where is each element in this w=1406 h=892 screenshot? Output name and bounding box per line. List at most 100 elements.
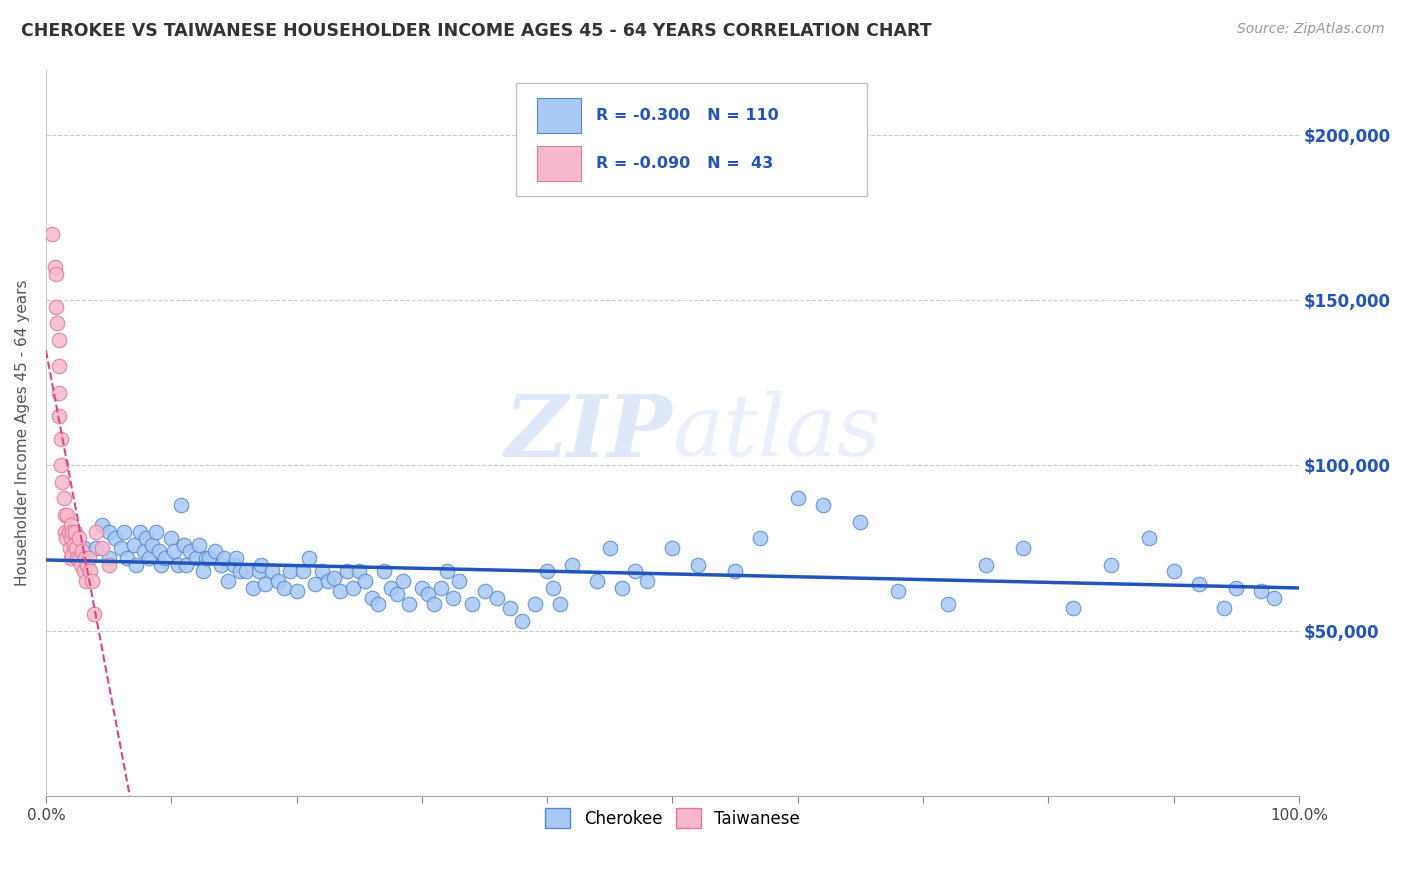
Point [212, 551, 235, 566]
Point [449, 574, 471, 588]
Point [1212, 600, 1234, 615]
Point [235, 564, 257, 578]
Point [342, 581, 364, 595]
Point [62, 538, 84, 552]
Point [1263, 591, 1285, 605]
Point [242, 581, 264, 595]
Point [60, 524, 83, 539]
Point [461, 597, 484, 611]
Point [636, 574, 658, 588]
Point [145, 524, 167, 539]
Point [367, 597, 389, 611]
Point [91, 541, 114, 555]
Point [548, 597, 571, 611]
Point [187, 538, 209, 552]
Point [441, 591, 464, 605]
Point [46, 316, 69, 330]
Point [398, 597, 420, 611]
Point [72, 544, 94, 558]
Point [191, 564, 214, 578]
Point [599, 541, 621, 555]
Point [49, 432, 72, 446]
Point [624, 564, 647, 578]
Point [76, 558, 98, 572]
Point [55, 531, 77, 545]
Point [385, 587, 408, 601]
Point [510, 614, 533, 628]
Point [65, 541, 87, 555]
Point [48, 409, 70, 423]
Point [59, 541, 82, 555]
Bar [537, 97, 581, 133]
Point [97, 524, 120, 539]
Point [132, 544, 155, 558]
Point [811, 498, 834, 512]
Point [117, 551, 139, 566]
Point [204, 544, 226, 558]
Point [84, 524, 107, 539]
Point [69, 551, 91, 566]
Point [60, 548, 83, 562]
Point [1062, 600, 1084, 615]
Point [254, 577, 277, 591]
Point [97, 558, 120, 572]
Point [135, 531, 157, 545]
Point [561, 558, 583, 572]
Point [612, 581, 634, 595]
Point [411, 581, 433, 595]
Point [436, 564, 458, 578]
Point [250, 558, 273, 572]
Point [311, 564, 333, 578]
Point [536, 564, 558, 578]
Point [786, 491, 808, 506]
Point [474, 584, 496, 599]
Point [48, 385, 70, 400]
Point [1163, 564, 1185, 578]
Point [53, 508, 76, 522]
Point [70, 558, 93, 572]
Point [347, 564, 370, 578]
Point [849, 515, 872, 529]
Point [45, 267, 67, 281]
Point [423, 597, 446, 611]
Point [72, 541, 94, 555]
Point [1099, 558, 1122, 572]
Point [60, 551, 83, 566]
Point [79, 564, 101, 578]
Point [53, 524, 76, 539]
Point [75, 574, 97, 588]
Point [209, 558, 232, 572]
Point [887, 584, 910, 599]
Point [41, 227, 63, 241]
Point [45, 300, 67, 314]
Point [112, 524, 135, 539]
Point [418, 587, 440, 601]
Point [304, 577, 326, 591]
Point [1250, 584, 1272, 599]
Point [373, 564, 395, 578]
Bar [537, 146, 581, 181]
Point [56, 508, 79, 522]
Point [974, 558, 997, 572]
Point [77, 551, 100, 566]
Point [179, 544, 201, 558]
Point [323, 571, 346, 585]
Point [273, 581, 295, 595]
Point [936, 597, 959, 611]
Point [225, 551, 247, 566]
Point [129, 524, 152, 539]
Point [278, 564, 301, 578]
Point [1188, 577, 1211, 591]
Point [586, 574, 609, 588]
Point [486, 591, 509, 605]
Point [44, 260, 66, 274]
Point [160, 531, 183, 545]
Point [51, 475, 73, 489]
Point [260, 564, 283, 578]
Point [84, 541, 107, 555]
Point [173, 538, 195, 552]
Point [72, 564, 94, 578]
Point [49, 458, 72, 473]
FancyBboxPatch shape [516, 83, 866, 196]
Point [166, 558, 188, 572]
